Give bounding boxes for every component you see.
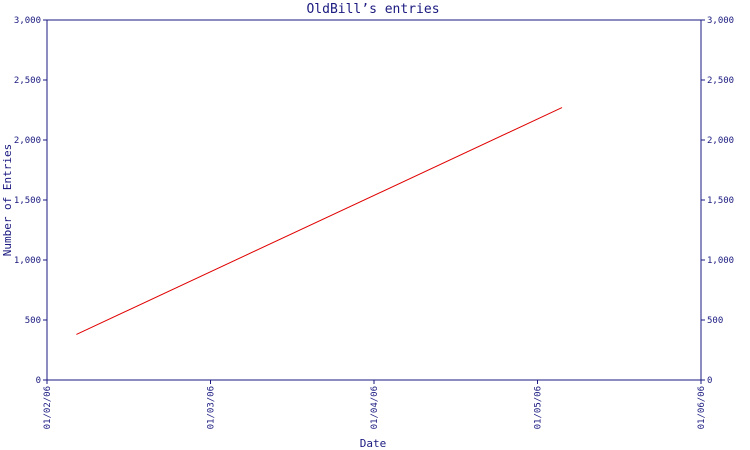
chart-title: OldBill’s entries: [306, 2, 439, 17]
y-tick-label-right: 3,000: [707, 16, 734, 26]
plot-area-frame: [46, 19, 702, 381]
y-tick-label-left: 2,000: [14, 136, 41, 146]
y-tick-label-left: 1,500: [14, 196, 41, 206]
y-tick-label-left: 1,000: [14, 256, 41, 266]
y-tick-label-right: 2,500: [707, 76, 734, 86]
y-tick-label-right: 1,500: [707, 196, 734, 206]
y-tick-label-right: 500: [707, 316, 723, 326]
x-tick-label: 01/04/06: [370, 386, 380, 429]
x-tick-label: 01/02/06: [43, 386, 53, 429]
y-tick-label-right: 1,000: [707, 256, 734, 266]
y-tick-label-left: 0: [36, 376, 41, 386]
x-tick-label: 01/03/06: [207, 386, 217, 429]
series-line-0: [76, 107, 563, 335]
y-tick-label-left: 2,500: [14, 76, 41, 86]
y-tick-label-right: 2,000: [707, 136, 734, 146]
x-tick-label: 01/05/06: [534, 386, 544, 429]
y-tick-label-left: 500: [25, 316, 41, 326]
y-tick-label-left: 3,000: [14, 16, 41, 26]
y-axis-label: Number of Entries: [1, 144, 14, 257]
x-axis-label: Date: [360, 437, 387, 450]
x-tick-label: 01/06/06: [697, 386, 707, 429]
y-tick-label-right: 0: [707, 376, 712, 386]
